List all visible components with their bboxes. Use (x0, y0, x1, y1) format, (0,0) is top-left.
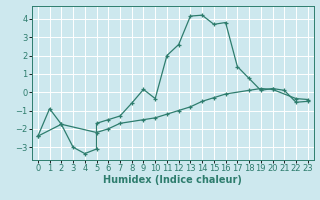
X-axis label: Humidex (Indice chaleur): Humidex (Indice chaleur) (103, 175, 242, 185)
